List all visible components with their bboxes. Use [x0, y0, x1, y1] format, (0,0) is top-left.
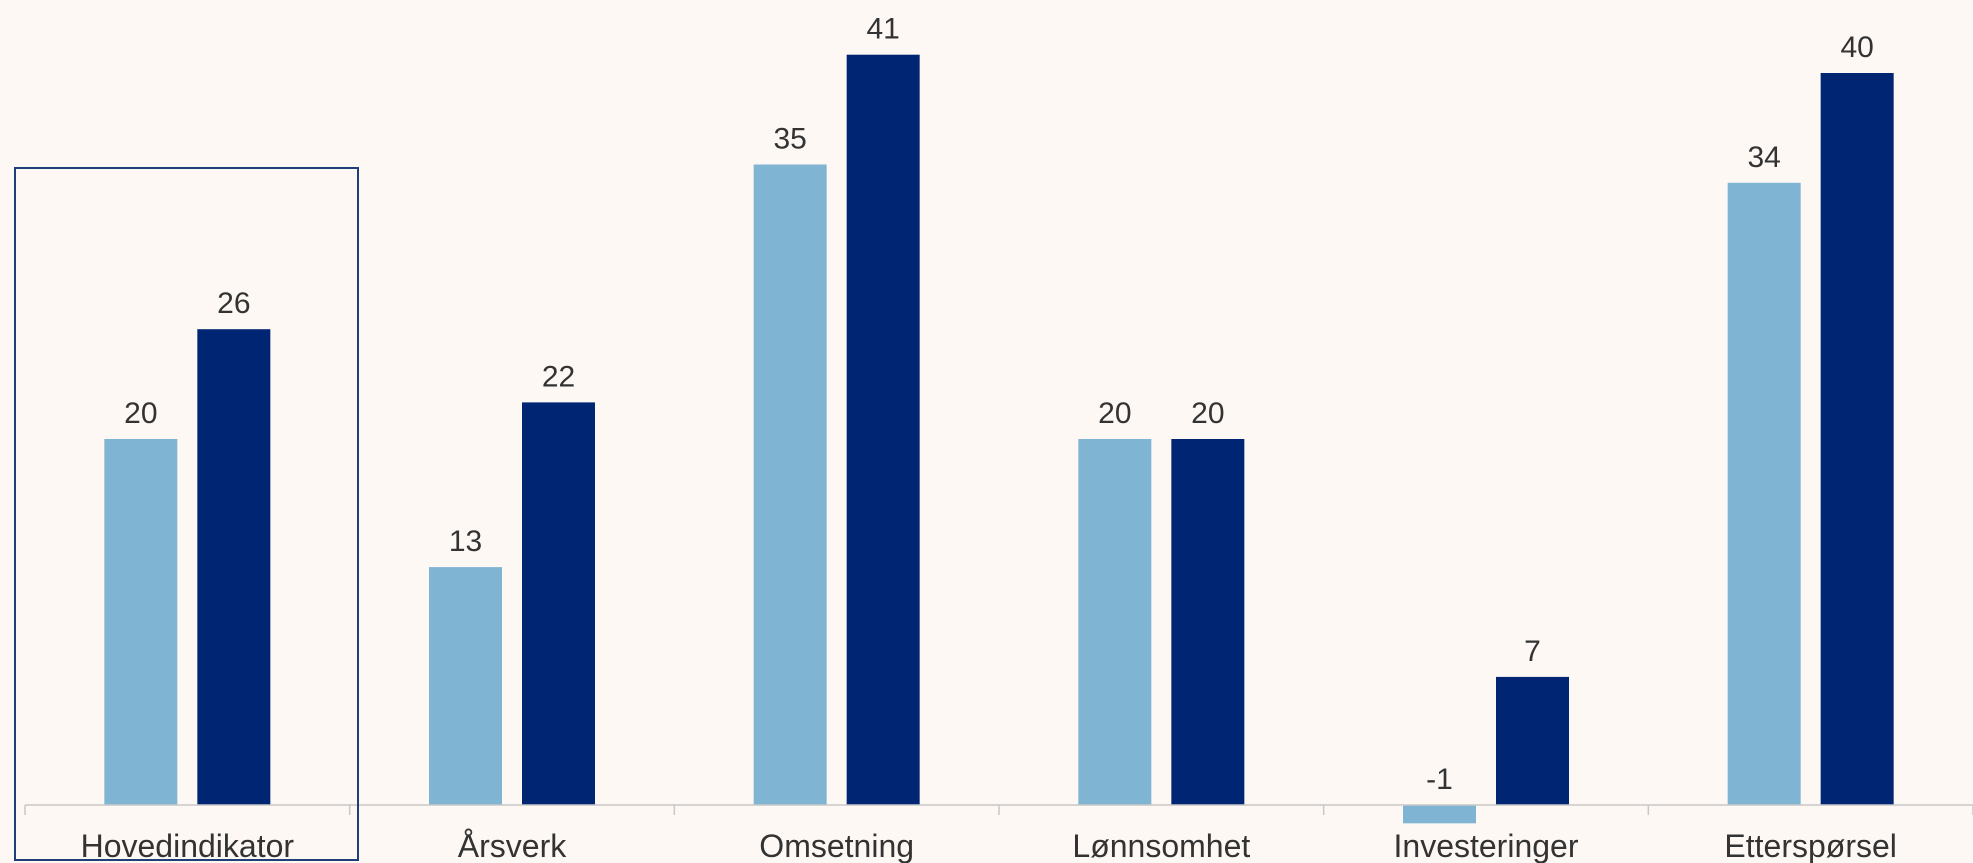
bar-hovedindikator-series-1 [104, 439, 178, 805]
value-label: 13 [449, 525, 482, 558]
bar-omsetning-series-2 [846, 54, 920, 805]
value-label: 34 [1747, 141, 1780, 174]
value-label: 22 [542, 360, 575, 393]
bar-omsetning-series-1 [753, 164, 827, 805]
category-labels-layer: Hovedindikator Årsverk Omsetning Lønnsomhet… [81, 828, 1897, 863]
category-label: Lønnsomhet [1072, 828, 1250, 863]
category-label: Investeringer [1394, 828, 1579, 863]
value-label: 20 [124, 397, 157, 430]
value-label: 7 [1524, 635, 1541, 668]
category-label: Hovedindikator [81, 828, 295, 863]
category-label: Årsverk [458, 828, 567, 863]
value-label: 26 [217, 287, 250, 320]
bars-layer [104, 54, 1894, 824]
value-label: 20 [1191, 397, 1224, 430]
bar-årsverk-series-1 [429, 567, 502, 805]
bar-lønnsomhet-series-2 [1171, 439, 1245, 805]
value-labels-layer: 20 26 13 22 35 41 20 20 -1 7 34 40 [124, 13, 1874, 796]
value-label: 40 [1840, 31, 1873, 64]
bar-årsverk-series-2 [522, 402, 595, 805]
x-axis-ticks [24, 805, 1973, 815]
bar-investeringer-series-1 [1403, 805, 1476, 824]
value-label: 20 [1098, 397, 1131, 430]
value-label: -1 [1426, 763, 1453, 796]
value-label: 35 [773, 123, 806, 156]
bar-hovedindikator-series-2 [197, 329, 271, 805]
bar-etterspørsel-series-1 [1727, 182, 1801, 806]
category-label: Etterspørsel [1724, 828, 1896, 863]
highlight-box [14, 167, 359, 861]
value-label: 41 [866, 13, 899, 46]
bar-lønnsomhet-series-1 [1078, 439, 1152, 805]
category-label: Omsetning [759, 828, 914, 863]
bar-investeringer-series-2 [1496, 676, 1569, 805]
bar-etterspørsel-series-2 [1820, 73, 1894, 805]
